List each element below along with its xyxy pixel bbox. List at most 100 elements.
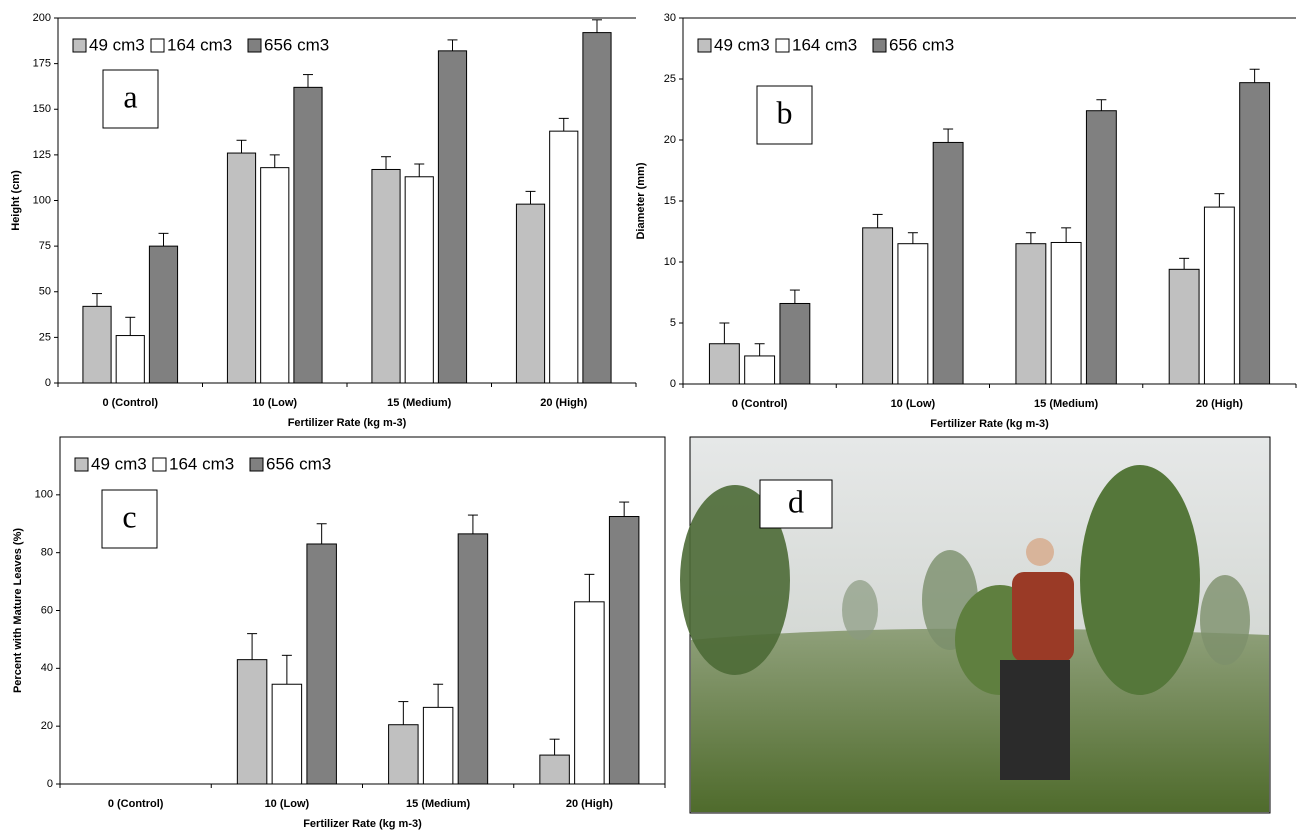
photo-person: [1026, 538, 1054, 566]
bar: [83, 306, 111, 383]
bar: [863, 228, 893, 384]
y-tick-label: 40: [41, 662, 53, 674]
error-bar: [158, 233, 168, 246]
bar: [1051, 242, 1081, 384]
legend-swatch: [250, 458, 263, 471]
bar: [261, 168, 289, 383]
x-tick-label: 0 (Control): [108, 798, 164, 810]
y-tick-label: 100: [35, 489, 53, 501]
y-tick-label: 0: [670, 378, 676, 390]
error-bar: [125, 317, 135, 335]
legend-swatch: [248, 39, 261, 52]
photo-tree: [842, 580, 878, 640]
y-tick-label: 0: [45, 377, 51, 389]
panel-label: a: [123, 78, 137, 114]
bar: [116, 336, 144, 383]
chart: 0204060801000 (Control)10 (Low)15 (Mediu…: [12, 437, 665, 830]
bar: [745, 356, 775, 384]
legend-swatch: [75, 458, 88, 471]
error-bar: [619, 502, 629, 516]
y-tick-label: 75: [39, 240, 51, 252]
y-tick-label: 150: [33, 103, 51, 115]
error-bar: [1214, 194, 1224, 207]
y-tick-label: 125: [33, 149, 51, 161]
photo-person: [1012, 572, 1074, 662]
error-bar: [873, 214, 883, 227]
error-bar: [468, 515, 478, 534]
bar: [438, 51, 466, 383]
y-tick-label: 15: [664, 195, 676, 207]
x-axis-label: Fertilizer Rate (kg m-3): [288, 417, 407, 429]
figure: d 02550751001251501752000 (Control)10 (L…: [0, 0, 1301, 830]
bar: [458, 534, 487, 784]
y-axis-label: Height (cm): [10, 170, 22, 231]
bar: [1086, 111, 1116, 384]
panel-label: d: [788, 483, 804, 519]
bar: [1240, 83, 1270, 384]
error-bar: [270, 155, 280, 168]
bar: [1016, 244, 1046, 384]
y-tick-label: 25: [39, 331, 51, 343]
bar: [272, 684, 301, 784]
y-tick-label: 100: [33, 194, 51, 206]
bar: [1204, 207, 1234, 384]
error-bar: [1026, 233, 1036, 244]
error-bar: [1179, 258, 1189, 269]
y-tick-label: 0: [47, 778, 53, 790]
x-tick-label: 20 (High): [566, 798, 613, 810]
bar: [294, 87, 322, 383]
bar: [609, 517, 638, 784]
legend-swatch: [698, 39, 711, 52]
y-tick-label: 25: [664, 73, 676, 85]
bar: [540, 755, 569, 784]
legend-label: 49 cm3: [714, 35, 770, 54]
error-bar: [398, 702, 408, 725]
x-tick-label: 20 (High): [1196, 398, 1243, 410]
y-tick-label: 20: [664, 134, 676, 146]
panel-label: c: [122, 498, 136, 534]
error-bar: [1250, 69, 1260, 82]
y-tick-label: 200: [33, 12, 51, 24]
legend-swatch: [153, 458, 166, 471]
error-bar: [447, 40, 457, 51]
x-tick-label: 15 (Medium): [406, 798, 471, 810]
legend-label: 49 cm3: [89, 35, 145, 54]
y-tick-label: 5: [670, 317, 676, 329]
error-bar: [1061, 228, 1071, 243]
x-tick-label: 10 (Low): [265, 798, 310, 810]
bar: [583, 33, 611, 383]
legend-swatch: [776, 39, 789, 52]
x-tick-label: 10 (Low): [891, 398, 936, 410]
error-bar: [381, 157, 391, 170]
bar: [1169, 269, 1199, 384]
error-bar: [317, 524, 327, 544]
error-bar: [584, 574, 594, 601]
error-bar: [282, 655, 292, 684]
bar: [550, 131, 578, 383]
y-axis-label: Diameter (mm): [635, 162, 647, 239]
photo-tree: [1080, 465, 1200, 695]
error-bar: [755, 344, 765, 356]
photo-tree: [1200, 575, 1250, 665]
error-bar: [1096, 100, 1106, 111]
x-tick-label: 15 (Medium): [387, 397, 452, 409]
x-tick-label: 10 (Low): [252, 397, 297, 409]
error-bar: [92, 294, 102, 307]
y-tick-label: 30: [664, 12, 676, 24]
legend-swatch: [151, 39, 164, 52]
bar: [307, 544, 336, 784]
bar: [227, 153, 255, 383]
bar: [933, 142, 963, 384]
error-bar: [414, 164, 424, 177]
legend-swatch: [73, 39, 86, 52]
chart: 0510152025300 (Control)10 (Low)15 (Mediu…: [635, 12, 1296, 430]
x-axis-label: Fertilizer Rate (kg m-3): [930, 418, 1049, 430]
x-tick-label: 0 (Control): [732, 398, 788, 410]
x-tick-label: 0 (Control): [102, 397, 158, 409]
error-bar: [943, 129, 953, 142]
bar: [237, 660, 266, 784]
x-tick-label: 15 (Medium): [1034, 398, 1099, 410]
legend-label: 656 cm3: [266, 454, 331, 473]
bar: [149, 246, 177, 383]
